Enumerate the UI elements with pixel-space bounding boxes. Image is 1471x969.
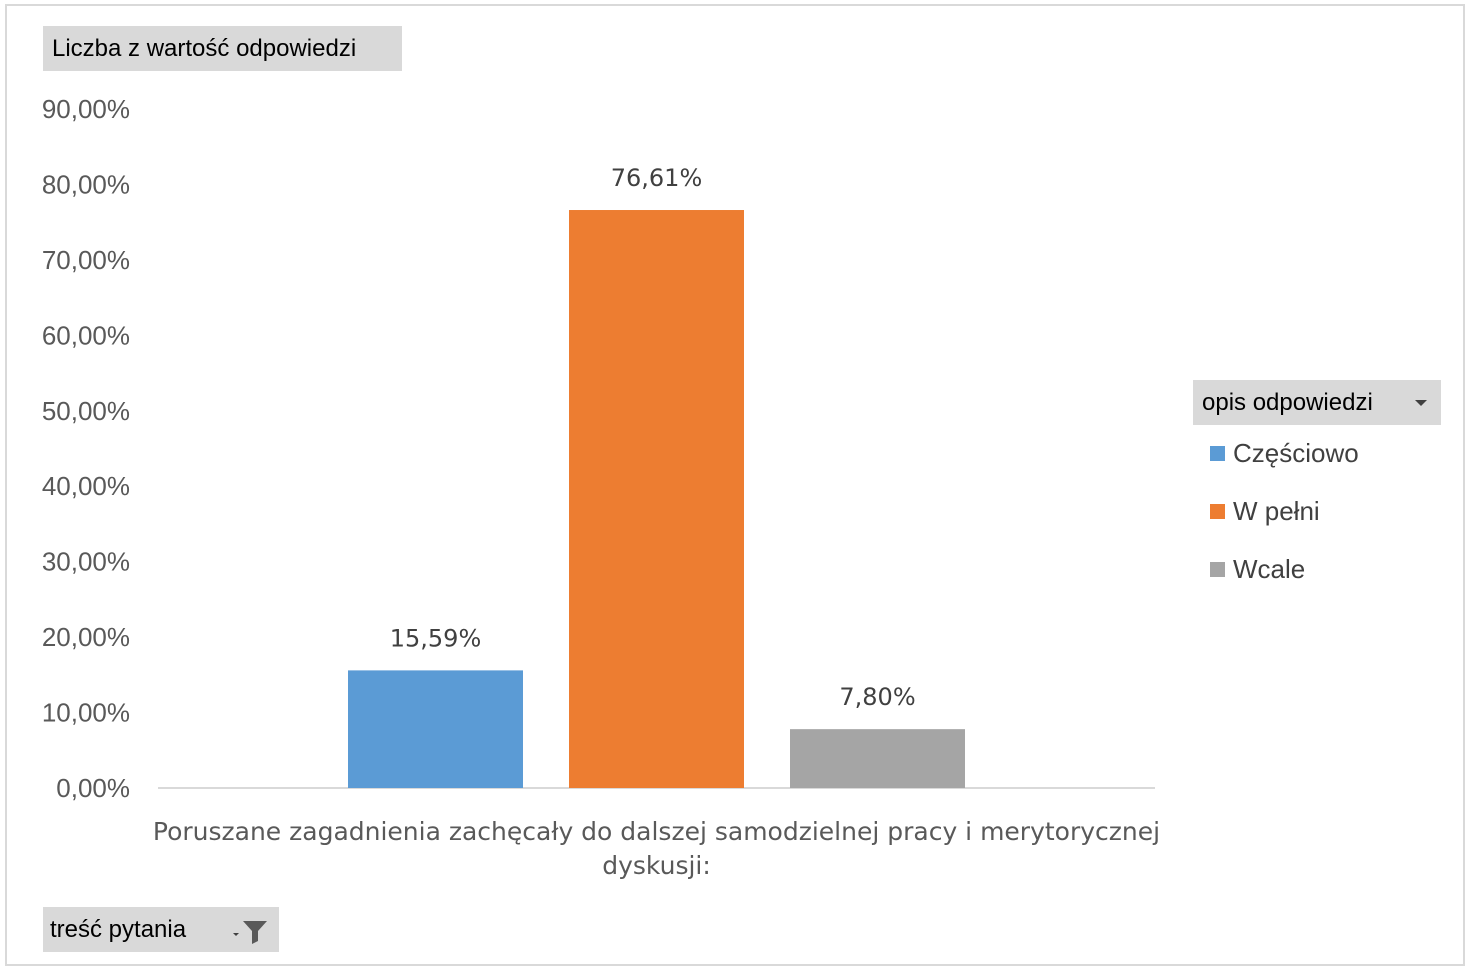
value-field-button[interactable]: Liczba z wartość odpowiedzi — [43, 26, 402, 71]
y-tick-label: 10,00% — [42, 698, 130, 728]
legend-field-label: opis odpowiedzi — [1202, 389, 1373, 417]
axis-field-label: treść pytania — [50, 916, 186, 944]
legend-label: Częściowo — [1233, 438, 1359, 469]
legend-item[interactable]: W pełni — [1210, 496, 1320, 527]
y-tick-label: 30,00% — [42, 547, 130, 577]
legend-swatch — [1210, 446, 1225, 461]
y-tick-label: 90,00% — [42, 94, 130, 124]
legend-item[interactable]: Wcale — [1210, 554, 1305, 585]
y-tick-label: 50,00% — [42, 396, 130, 426]
legend-field-button[interactable]: opis odpowiedzi — [1193, 380, 1441, 425]
dropdown-arrow-icon[interactable] — [1415, 400, 1427, 406]
data-label: 76,61% — [611, 164, 703, 192]
y-tick-label: 70,00% — [42, 245, 130, 275]
x-category-label: Poruszane zagadnienia zachęcały do dalsz… — [153, 817, 1160, 846]
data-label: 15,59% — [390, 624, 482, 652]
bar-Częściowo — [348, 670, 523, 788]
legend-item[interactable]: Częściowo — [1210, 438, 1359, 469]
data-label: 7,80% — [839, 683, 915, 711]
y-tick-label: 0,00% — [56, 773, 130, 803]
y-tick-label: 20,00% — [42, 622, 130, 652]
axis-field-button[interactable]: treść pytania — [43, 907, 279, 952]
legend-label: Wcale — [1233, 554, 1305, 585]
bar-Wcale — [790, 729, 965, 788]
legend-swatch — [1210, 504, 1225, 519]
y-tick-label: 40,00% — [42, 471, 130, 501]
filter-icon[interactable] — [231, 917, 269, 945]
x-category-label: dyskusji: — [602, 851, 711, 880]
bar-W pełni — [569, 210, 744, 788]
legend-label: W pełni — [1233, 496, 1320, 527]
y-tick-label: 60,00% — [42, 320, 130, 350]
y-tick-label: 80,00% — [42, 169, 130, 199]
value-field-label: Liczba z wartość odpowiedzi — [52, 35, 356, 63]
legend-swatch — [1210, 562, 1225, 577]
